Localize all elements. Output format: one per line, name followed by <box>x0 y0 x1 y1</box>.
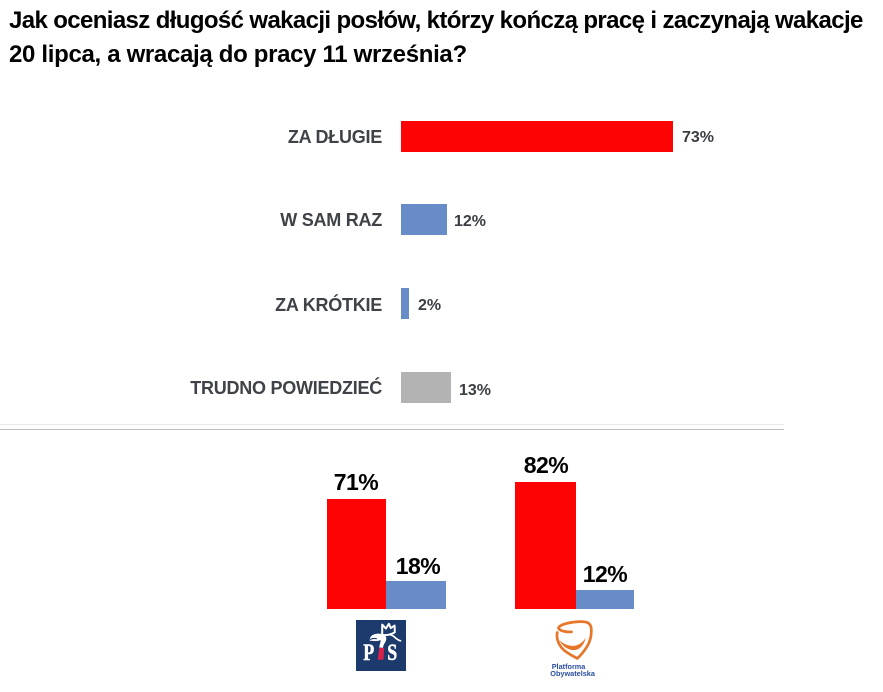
svg-text:S: S <box>387 641 397 666</box>
svg-text:P: P <box>363 641 374 666</box>
svg-text:Obywatelska: Obywatelska <box>550 669 596 678</box>
svg-text:Platforma: Platforma <box>552 662 587 671</box>
